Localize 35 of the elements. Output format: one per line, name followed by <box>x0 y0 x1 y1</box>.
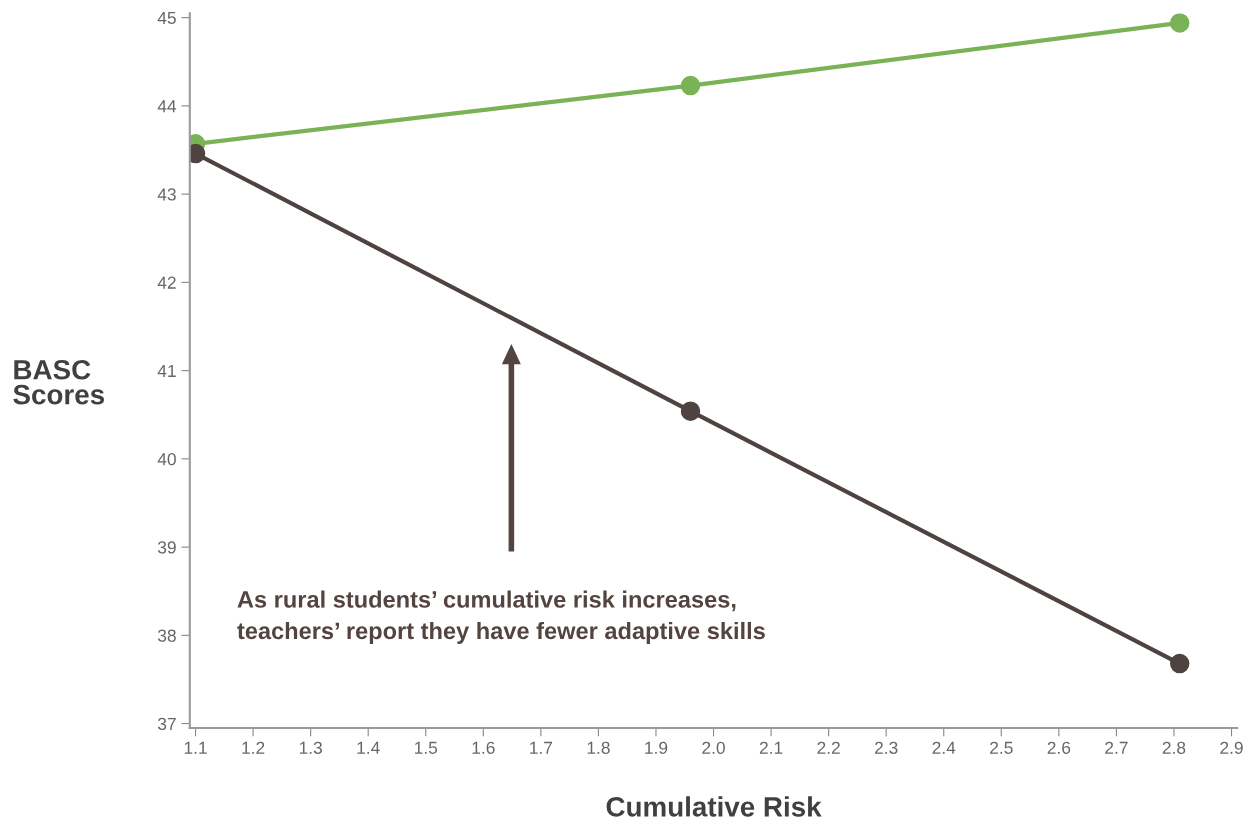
x-tick-label: 1.8 <box>587 741 610 754</box>
x-tick-label: 2.0 <box>702 741 725 754</box>
y-tick-label: 38 <box>157 629 176 642</box>
x-tick-label: 1.7 <box>530 741 553 754</box>
x-tick-label: 2.3 <box>875 741 898 754</box>
y-tick-label: 41 <box>157 364 176 377</box>
y-tick-label: 44 <box>157 100 177 113</box>
point <box>680 75 701 96</box>
annotation: As rural students’ cumulative risk increases, teachers’ report they have fewer adaptive skills <box>237 590 765 644</box>
x-tick-label: 2.1 <box>759 741 783 754</box>
x-tick-label: 2.7 <box>1105 741 1128 754</box>
x-tick-label: 2.6 <box>1047 741 1071 754</box>
x-tick-label: 2.2 <box>817 741 840 754</box>
x-tick-label: 1.2 <box>242 741 265 754</box>
y-tick-label: 39 <box>157 541 176 554</box>
y-tick-label: 43 <box>157 188 176 201</box>
x-tick-label: 2.4 <box>932 741 956 754</box>
point <box>680 401 701 421</box>
x-tick-label: 1.3 <box>299 741 322 754</box>
x-tick-label: 2.9 <box>1220 741 1243 754</box>
point <box>1169 653 1190 674</box>
x-tick-label: 1.1 <box>184 741 207 754</box>
x-tick-label: 1.5 <box>415 741 438 754</box>
y-tick-label: 37 <box>157 717 176 731</box>
y-axis-title: BASC Scores <box>13 359 104 405</box>
y-tick-label: 42 <box>157 276 176 289</box>
x-axis-title: Cumulative Risk <box>606 796 822 817</box>
y-tick-label: 45 <box>157 11 176 25</box>
x-tick-label: 1.9 <box>645 741 668 754</box>
x-tick-label: 2.8 <box>1162 741 1186 754</box>
x-tick-label: 1.4 <box>357 741 380 754</box>
x-tick-label: 1.6 <box>472 741 495 754</box>
point <box>1169 13 1190 33</box>
y-tick-label: 40 <box>157 453 176 466</box>
x-tick-label: 2.5 <box>990 741 1013 754</box>
